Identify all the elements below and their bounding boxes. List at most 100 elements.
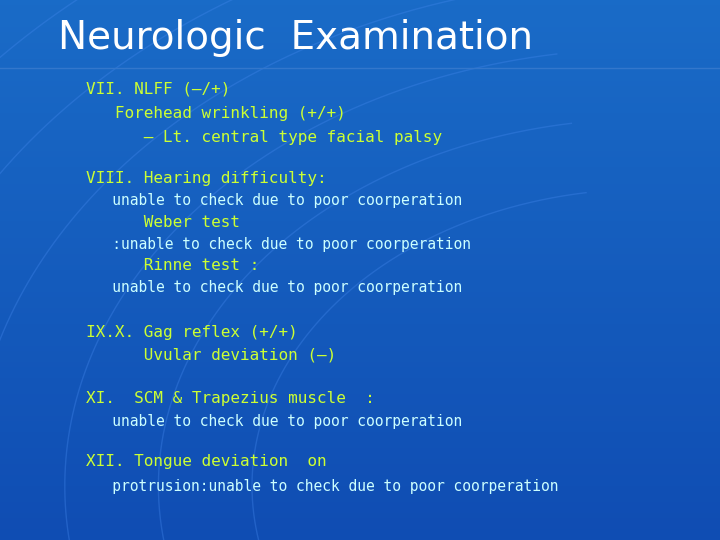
Bar [0,394,720,400]
Bar [0,524,720,529]
Text: Rinne test :: Rinne test : [86,258,260,273]
Bar [0,518,720,524]
Bar [0,81,720,86]
Bar [0,270,720,275]
Text: unable to check due to poor coorperation: unable to check due to poor coorperation [86,414,463,429]
Bar [0,535,720,540]
Bar [0,65,720,70]
Text: :unable to check due to poor coorperation: :unable to check due to poor coorperatio… [86,237,472,252]
Bar [0,405,720,410]
Bar [0,459,720,464]
Bar [0,481,720,486]
Bar [0,59,720,65]
Bar [0,254,720,259]
Text: Uvular deviation (–): Uvular deviation (–) [86,347,337,362]
Bar [0,491,720,497]
Bar [0,140,720,146]
Bar [0,76,720,81]
Bar [0,351,720,356]
Bar [0,232,720,238]
Bar [0,173,720,178]
Bar [0,410,720,416]
Bar [0,38,720,43]
Bar [0,178,720,184]
Bar [0,529,720,535]
Text: Weber test: Weber test [86,215,240,230]
Bar [0,437,720,443]
Bar [0,49,720,54]
Bar [0,400,720,405]
Bar [0,367,720,373]
Bar [0,103,720,108]
Text: protrusion:unable to check due to poor coorperation: protrusion:unable to check due to poor c… [86,478,559,494]
Bar [0,248,720,254]
Bar [0,362,720,367]
Text: XII. Tongue deviation  on: XII. Tongue deviation on [86,454,327,469]
Bar [0,189,720,194]
Bar [0,464,720,470]
Bar [0,146,720,151]
Bar [0,86,720,92]
Bar [0,205,720,211]
Bar [0,389,720,394]
Bar [0,383,720,389]
Text: – Lt. central type facial palsy: – Lt. central type facial palsy [86,130,443,145]
Bar [0,308,720,313]
Bar [0,416,720,421]
Bar [0,313,720,319]
Bar [0,286,720,292]
Bar [0,162,720,167]
Bar [0,32,720,38]
Bar [0,302,720,308]
Text: IX.X. Gag reflex (+/+): IX.X. Gag reflex (+/+) [86,325,298,340]
Bar [0,130,720,135]
Bar [0,22,720,27]
Bar [0,243,720,248]
Bar [0,497,720,502]
Bar [0,508,720,513]
Bar [0,502,720,508]
Bar [0,92,720,97]
Bar [0,216,720,221]
Bar [0,432,720,437]
Bar [0,340,720,346]
Bar [0,151,720,157]
Bar [0,486,720,491]
Bar [0,167,720,173]
Bar [0,200,720,205]
Bar [0,329,720,335]
Text: unable to check due to poor coorperation: unable to check due to poor coorperation [86,193,463,208]
Bar [0,335,720,340]
Bar [0,373,720,378]
Bar [0,194,720,200]
Bar [0,16,720,22]
Bar [0,292,720,297]
Bar [0,346,720,351]
Bar [0,135,720,140]
Bar [0,378,720,383]
Bar [0,97,720,103]
Bar [0,184,720,189]
Text: VII. NLFF (–/+): VII. NLFF (–/+) [86,82,231,97]
Text: XI.  SCM & Trapezius muscle  :: XI. SCM & Trapezius muscle : [86,391,375,406]
Bar [0,475,720,481]
Bar [0,454,720,459]
Text: Forehead wrinkling (+/+): Forehead wrinkling (+/+) [86,106,346,121]
Bar [0,124,720,130]
Bar [0,238,720,243]
Bar [0,427,720,432]
Bar [0,119,720,124]
Bar [0,157,720,162]
Bar [0,27,720,32]
Bar [0,513,720,518]
Text: unable to check due to poor coorperation: unable to check due to poor coorperation [86,280,463,295]
Bar [0,54,720,59]
Bar [0,70,720,76]
Bar [0,275,720,281]
Bar [0,281,720,286]
Bar [0,5,720,11]
Bar [0,319,720,324]
Bar [0,421,720,427]
Bar [0,259,720,265]
Bar [0,356,720,362]
